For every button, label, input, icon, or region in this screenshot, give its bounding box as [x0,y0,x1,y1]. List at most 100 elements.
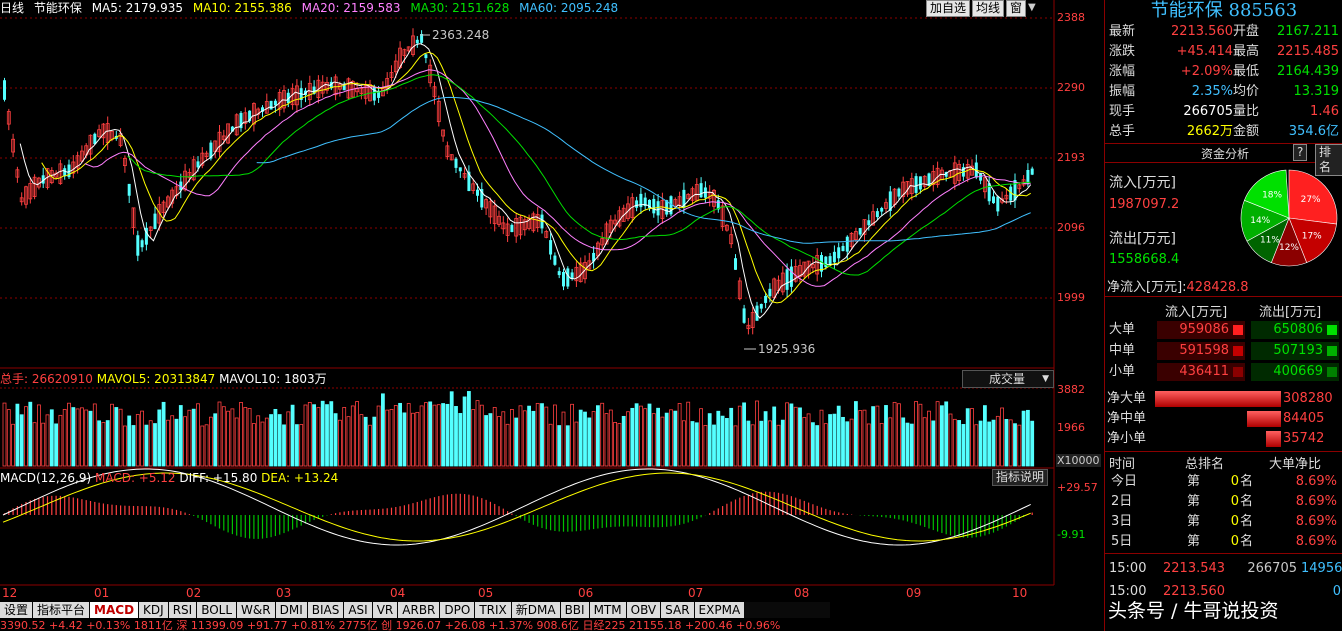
volume-bar [690,421,695,467]
main-chart-area[interactable]: 日线 节能环保 MA5: 2179.935 MA10: 2155.386 MA2… [0,0,1104,600]
rank-di: 第 [1187,494,1201,509]
candle-down [643,197,647,207]
volume-bar [372,416,377,467]
tab-trix[interactable]: TRIX [475,602,511,618]
window-button[interactable]: 窗 [1006,0,1027,17]
tab-[interactable]: 指标平台 [33,602,90,618]
tab-obv[interactable]: OBV [626,602,661,618]
rank-di: 第 [1187,474,1201,489]
macd-name-label: MACD(12,26,9) [0,471,92,485]
fund-analysis-label[interactable]: 资金分析 [1201,147,1250,161]
tab-arbr[interactable]: ARBR [398,602,440,618]
tab-dmi[interactable]: DMI [275,602,307,618]
volume-bar [522,410,527,467]
candle-down [424,54,428,59]
tab-wr[interactable]: W&R [237,602,275,618]
tab-macd[interactable]: MACD [90,602,139,618]
candle-down [93,133,97,145]
tab-sar[interactable]: SAR [661,602,694,618]
candle-up [600,238,605,246]
candle-up [449,154,454,161]
indicator-help-button[interactable]: 指标说明 [992,469,1049,486]
volume-bar [527,405,531,467]
volume-bar [819,409,824,467]
candle-up [686,194,691,200]
volume-bar [501,411,506,467]
add-favorite-button[interactable]: 加自选 [926,0,971,17]
candle-up [798,265,802,277]
volume-bar [131,425,136,467]
flow-in-value: 959086 [1179,322,1229,337]
tab-kdj[interactable]: KDJ [139,602,168,618]
macd-legend: MACD(12,26,9) MACD: +5.12 DIFF: +15.80 D… [0,470,338,486]
volume-bar [329,401,334,467]
volume-bar [613,422,617,467]
volume-axis-mid: 1966 [1057,421,1085,434]
volume-bar [935,401,940,467]
tab-[interactable]: 设置 [0,602,33,618]
rank-day: 3日 [1111,514,1133,529]
candle-down [286,92,290,104]
candle-up [862,219,867,235]
tab-bbi[interactable]: BBI [560,602,589,618]
candle-up [471,183,476,191]
volume-bar [978,420,983,467]
quote-value: 354.6亿 [1288,124,1339,139]
quote-label: 总手 [1109,124,1136,139]
volume-bar [299,424,304,467]
tab-mtm[interactable]: MTM [589,602,626,618]
candle-down [510,224,514,233]
candle-down [837,247,841,259]
volume-bar [931,420,936,467]
volume-bar [557,425,562,467]
price-axis-2096: 2096 [1057,221,1085,234]
candle-down [734,258,737,270]
pie-label: 18% [1262,191,1282,201]
candle-up [531,213,536,232]
candle-down [914,176,918,193]
dropdown-arrow-icon[interactable]: ▼ [1028,2,1036,13]
volume-bar [965,408,970,467]
tab-dpo[interactable]: DPO [440,602,475,618]
candle-down [867,220,871,226]
tab-expma[interactable]: EXPMA [694,602,745,618]
candle-up [217,131,222,153]
volume-bar [647,403,652,467]
rank-pct: 8.69% [1295,494,1337,509]
tab-rsi[interactable]: RSI [168,602,197,618]
tab-vr[interactable]: VR [372,602,398,618]
flow-in-swatch [1233,367,1243,377]
volume-bar [97,420,101,467]
candle-up [815,255,820,275]
volume-bar [583,411,587,467]
tab-dma[interactable]: 新DMA [511,602,560,618]
volume-bar [380,393,385,467]
volume-bar [24,406,28,467]
volume-bar [952,418,957,467]
rank-button[interactable]: 排名 [1315,144,1342,176]
help-button[interactable]: ? [1293,144,1308,161]
candle-down [458,167,462,172]
ma-settings-button[interactable]: 均线 [972,0,1005,17]
quote-value: +45.414 [1176,44,1233,59]
indicator-tab-bar: 设置 指标平台 MACD KDJ RSI BOLL W&R DMI BIAS ASI VR ARBR D… [0,602,830,618]
quote-value: 2167.211 [1276,24,1339,39]
tab-boll[interactable]: BOLL [197,602,237,618]
tick-price: 2213.543 [1163,561,1226,576]
volume-bar [346,416,351,467]
volume-selector-value: 成交量 [989,372,1026,386]
candle-up [544,231,549,238]
volume-bar [712,424,716,467]
volume-selector[interactable]: 成交量 ▼ [962,370,1054,388]
volume-bar [325,404,329,467]
tab-asi[interactable]: ASI [344,602,372,618]
volume-bar [888,417,893,467]
volume-bar [1013,423,1017,467]
quote-value: 2213.560 [1170,24,1233,39]
volume-bar [707,413,712,467]
candle-down [239,112,243,129]
volume-bar [720,415,725,467]
volume-bar [84,409,89,467]
tab-bias[interactable]: BIAS [307,602,344,618]
volume-bar [1004,419,1009,467]
